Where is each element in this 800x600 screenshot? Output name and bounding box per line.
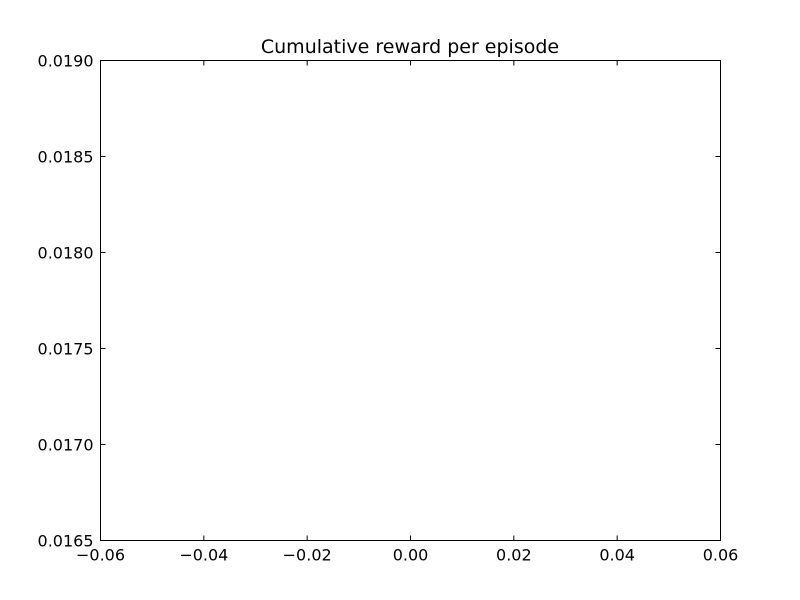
- chart-title: Cumulative reward per episode: [261, 36, 559, 58]
- x-tick-label: 0.06: [703, 546, 739, 565]
- y-tick-label: 0.0180: [38, 244, 94, 263]
- y-tick-label: 0.0170: [38, 436, 94, 455]
- y-axis-ticks: 0.0165 0.0170 0.0175 0.0180 0.0185 0.0190: [38, 52, 721, 551]
- y-tick-label: 0.0165: [38, 532, 94, 551]
- x-tick-label: −0.06: [76, 546, 125, 565]
- x-tick-label: 0.04: [599, 546, 635, 565]
- plot-background: [100, 60, 721, 541]
- x-tick-label: 0.00: [393, 546, 429, 565]
- y-tick-label: 0.0175: [38, 340, 94, 359]
- x-tick-label: −0.02: [283, 546, 332, 565]
- x-tick-label: −0.04: [179, 546, 228, 565]
- x-axis-ticks: −0.06 −0.04 −0.02 0.00 0.02 0.04 0.06: [76, 60, 739, 565]
- plot-area: [100, 60, 721, 541]
- axes-frame: [100, 60, 721, 541]
- x-tick-label: 0.02: [496, 546, 532, 565]
- y-tick-label: 0.0185: [38, 148, 94, 167]
- y-tick-label: 0.0190: [38, 52, 94, 71]
